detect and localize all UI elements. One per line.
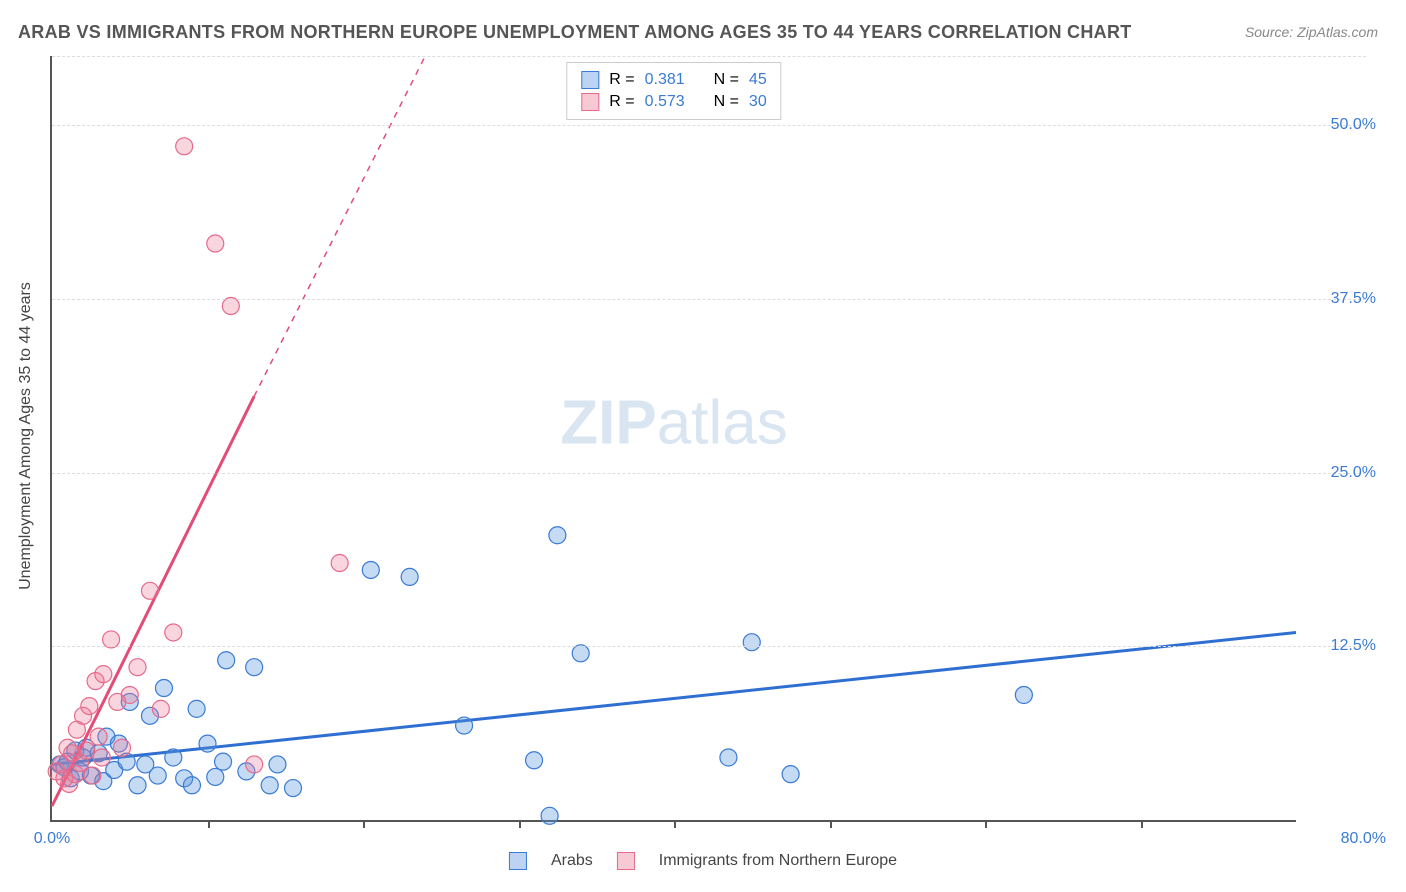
data-point: [246, 756, 263, 773]
data-point: [129, 659, 146, 676]
data-point: [188, 700, 205, 717]
data-point: [285, 780, 302, 797]
trend-line-dashed: [254, 56, 425, 396]
legend-label-arabs: Arabs: [551, 852, 593, 870]
data-point: [526, 752, 543, 769]
series-legend: Arabs Immigrants from Northern Europe: [509, 852, 897, 870]
data-point: [155, 680, 172, 697]
y-axis-label: Unemployment Among Ages 35 to 44 years: [17, 282, 35, 590]
data-point: [103, 631, 120, 648]
ytick-label: 25.0%: [1306, 464, 1376, 482]
xtick: [519, 820, 521, 828]
trend-line: [52, 632, 1296, 764]
ytick-label: 37.5%: [1306, 290, 1376, 308]
data-point: [362, 561, 379, 578]
data-point: [743, 634, 760, 651]
data-point: [782, 766, 799, 783]
data-point: [90, 728, 107, 745]
data-point: [149, 767, 166, 784]
xtick: [208, 820, 210, 828]
x-min-label: 0.0%: [34, 830, 70, 848]
plot-svg: [52, 56, 1296, 820]
data-point: [95, 666, 112, 683]
data-point: [207, 235, 224, 252]
legend-swatch-immigrants: [617, 852, 635, 870]
gridline: [52, 473, 1366, 474]
ytick-label: 50.0%: [1306, 116, 1376, 134]
data-point: [720, 749, 737, 766]
data-point: [129, 777, 146, 794]
data-point: [269, 756, 286, 773]
gridline: [52, 125, 1366, 126]
data-point: [81, 698, 98, 715]
data-point: [199, 735, 216, 752]
data-point: [207, 768, 224, 785]
data-point: [113, 739, 130, 756]
gridline: [52, 646, 1366, 647]
data-point: [1015, 686, 1032, 703]
data-point: [183, 777, 200, 794]
xtick: [674, 820, 676, 828]
data-point: [152, 700, 169, 717]
data-point: [215, 753, 232, 770]
gridline: [52, 299, 1366, 300]
data-point: [165, 749, 182, 766]
data-point: [456, 717, 473, 734]
data-point: [93, 749, 110, 766]
data-point: [401, 568, 418, 585]
xtick: [363, 820, 365, 828]
data-point: [78, 742, 95, 759]
ytick-label: 12.5%: [1306, 637, 1376, 655]
chart-container: ARAB VS IMMIGRANTS FROM NORTHERN EUROPE …: [0, 0, 1406, 892]
legend-label-immigrants: Immigrants from Northern Europe: [659, 852, 897, 870]
legend-swatch-arabs: [509, 852, 527, 870]
data-point: [121, 686, 138, 703]
data-point: [141, 582, 158, 599]
xtick: [985, 820, 987, 828]
x-max-label: 80.0%: [1341, 830, 1386, 848]
data-point: [165, 624, 182, 641]
data-point: [541, 807, 558, 824]
data-point: [218, 652, 235, 669]
data-point: [176, 138, 193, 155]
data-point: [549, 527, 566, 544]
data-point: [246, 659, 263, 676]
data-point: [222, 298, 239, 315]
gridline: [52, 56, 1366, 57]
data-point: [84, 767, 101, 784]
chart-title: ARAB VS IMMIGRANTS FROM NORTHERN EUROPE …: [18, 22, 1132, 43]
y-axis-label-wrap: Unemployment Among Ages 35 to 44 years: [14, 50, 38, 822]
data-point: [261, 777, 278, 794]
data-point: [331, 555, 348, 572]
source-label: Source: ZipAtlas.com: [1245, 24, 1378, 40]
xtick: [830, 820, 832, 828]
plot-area: ZIPatlas R = 0.381 N = 45 R = 0.573 N = …: [50, 56, 1296, 822]
xtick: [1141, 820, 1143, 828]
